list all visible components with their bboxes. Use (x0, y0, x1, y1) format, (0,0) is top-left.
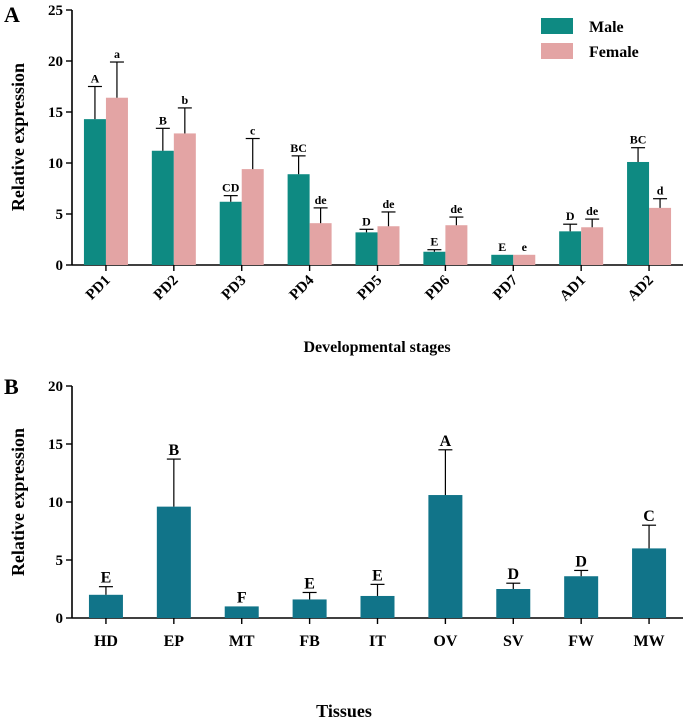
legend-swatch-female (541, 43, 573, 59)
bar-female-pd4 (309, 223, 332, 265)
bar-tissues-mw (632, 548, 667, 618)
bar-female-pd5 (377, 226, 400, 265)
significance-letter: E (101, 570, 112, 587)
x-tick-label: SV (503, 633, 524, 650)
significance-letter: de (586, 204, 599, 218)
significance-letter: e (522, 240, 528, 254)
significance-letter: D (566, 209, 575, 223)
x-tick-label: FB (299, 633, 320, 650)
x-tick-label: PD5 (355, 273, 386, 304)
bar-tissues-hd (88, 594, 123, 618)
significance-letter: de (450, 202, 463, 216)
y-axis-label-b: Relative expression (8, 428, 28, 576)
significance-letter: B (159, 113, 167, 127)
y-tick-label: 20 (48, 379, 63, 395)
significance-letter: BC (630, 133, 647, 147)
bar-male-pd3 (219, 201, 242, 265)
bar-tissues-fb (292, 599, 327, 618)
bar-tissues-sv (496, 589, 531, 618)
bar-tissues-ep (156, 506, 191, 618)
bar-male-ad1 (559, 231, 582, 265)
x-tick-label: PD7 (490, 272, 521, 303)
bar-male-pd7 (491, 254, 514, 265)
y-tick-label: 0 (56, 258, 64, 274)
y-tick-label: 5 (56, 553, 64, 569)
bar-male-pd2 (151, 150, 174, 265)
bar-tissues-it (360, 595, 395, 618)
y-tick-label: 10 (48, 156, 63, 172)
y-tick-label: 15 (48, 105, 63, 121)
x-tick-label: PD4 (287, 272, 318, 303)
significance-letter: A (440, 433, 452, 450)
significance-letter: B (168, 442, 179, 459)
legend-label-male: Male (589, 19, 624, 36)
x-tick-label: FW (568, 633, 594, 650)
significance-letter: de (315, 193, 328, 207)
bar-female-pd2 (173, 133, 196, 265)
x-tick-label: EP (164, 633, 185, 650)
significance-letter: b (181, 93, 188, 107)
significance-letter: d (657, 184, 664, 198)
x-axis-label-b: Tissues (316, 701, 372, 721)
x-tick-label: MT (229, 633, 255, 650)
x-axis-label-a: Developmental stages (303, 339, 450, 356)
x-tick-label: PD2 (151, 273, 182, 304)
significance-letter: C (643, 508, 655, 525)
bar-male-ad2 (627, 161, 650, 265)
y-tick-label: 20 (48, 54, 63, 70)
bar-female-pd7 (513, 254, 536, 265)
bar-female-pd1 (105, 97, 128, 265)
significance-letter: BC (290, 141, 307, 155)
bar-male-pd1 (83, 119, 106, 265)
bar-tissues-fw (564, 576, 599, 618)
y-tick-label: 5 (56, 207, 64, 223)
y-tick-label: 15 (48, 437, 63, 453)
bar-tissues-mt (224, 606, 259, 618)
significance-letter: D (575, 553, 587, 570)
significance-letter: E (498, 240, 506, 254)
significance-letter: D (507, 566, 519, 583)
x-tick-label: PD3 (219, 273, 250, 304)
significance-letter: de (383, 197, 396, 211)
x-tick-label: MW (634, 633, 665, 650)
significance-letter: F (237, 589, 247, 606)
x-tick-label: HD (94, 633, 118, 650)
panel-b-letter: B (4, 374, 19, 399)
legend-label-female: Female (589, 44, 639, 61)
bar-female-ad1 (581, 227, 604, 265)
panel-a-letter: A (4, 2, 20, 27)
y-tick-label: 0 (56, 611, 64, 627)
y-tick-label: 10 (48, 495, 63, 511)
significance-letter: A (91, 72, 100, 86)
significance-letter: E (304, 575, 315, 592)
x-tick-label: IT (369, 633, 386, 650)
x-tick-label: PD6 (422, 272, 453, 303)
bar-female-pd6 (445, 225, 468, 265)
significance-letter: CD (222, 181, 240, 195)
significance-letter: a (114, 47, 120, 61)
x-tick-label: AD2 (625, 273, 657, 305)
bar-female-ad2 (649, 207, 672, 265)
bar-tissues-ov (428, 495, 463, 618)
x-tick-label: AD1 (557, 273, 589, 305)
significance-letter: E (372, 567, 383, 584)
legend-a: Male Female (541, 18, 639, 61)
y-tick-label: 25 (48, 3, 63, 19)
significance-letter: c (250, 124, 256, 138)
x-tick-label: OV (433, 633, 457, 650)
legend-swatch-male (541, 18, 573, 34)
bar-male-pd6 (423, 251, 446, 265)
x-tick-label: PD1 (83, 273, 114, 304)
chart-b: B 0 5 10 15 20 HD EP MT FB IT OV SV FW MW E B F E E A D D C R… (4, 374, 683, 721)
significance-letter: E (430, 235, 438, 249)
y-axis-label-a: Relative expression (8, 63, 28, 211)
bar-male-pd4 (287, 174, 310, 265)
bar-female-pd3 (241, 169, 264, 265)
bar-male-pd5 (355, 232, 378, 265)
significance-letter: D (362, 214, 371, 228)
